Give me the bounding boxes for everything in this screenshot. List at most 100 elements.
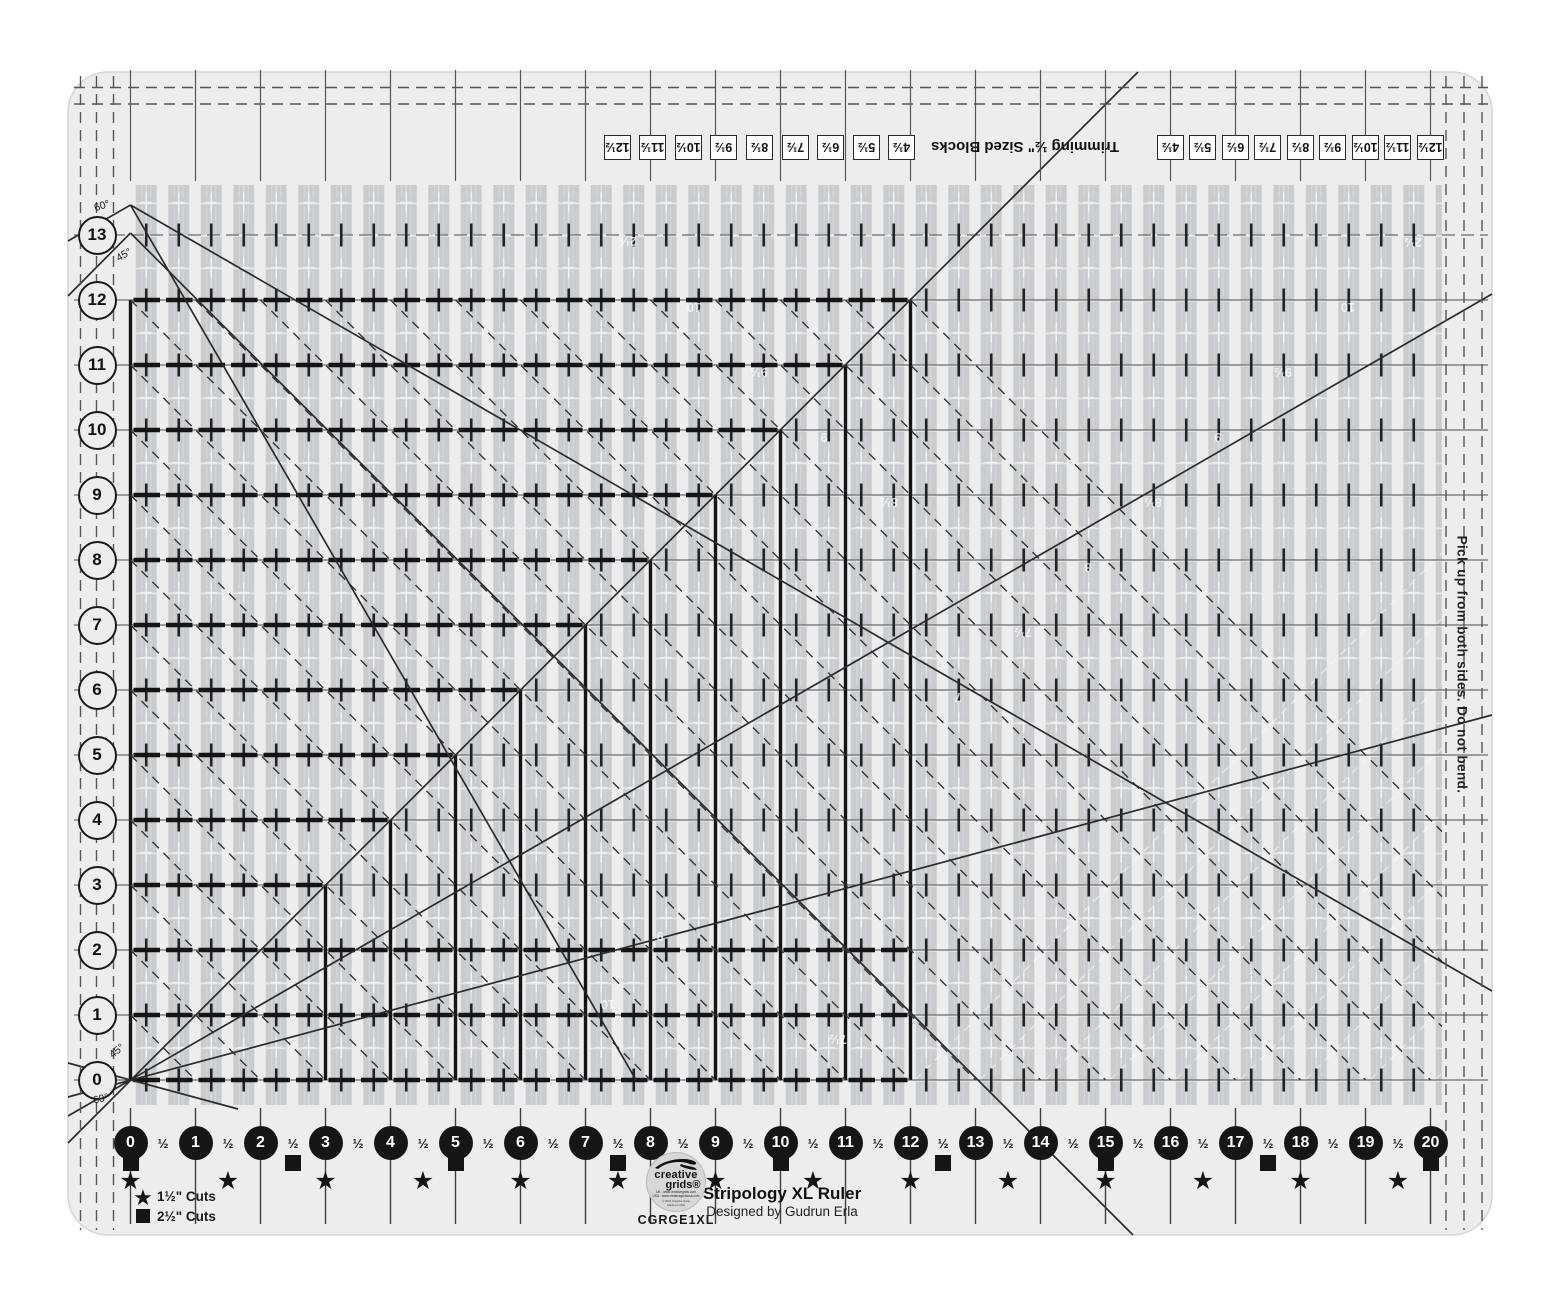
left-scale-number: 6 [77, 670, 117, 710]
trimming-note: Trimming ½" Sized Blocks [931, 138, 1119, 155]
left-scale-number: 1 [77, 995, 117, 1035]
star-marker-icon: ★ [1289, 1167, 1312, 1195]
bottom-scale-number: 20 [1413, 1126, 1448, 1160]
watermark-label: 9 [1214, 430, 1222, 445]
left-scale-number: 2 [77, 930, 117, 970]
star-marker-icon: ★ [314, 1167, 337, 1195]
left-scale-number: 0 [77, 1060, 117, 1100]
brand-name-grids: grids® [665, 1179, 701, 1191]
square-marker-icon [285, 1155, 301, 1171]
star-marker-icon: ★ [606, 1167, 630, 1195]
watermark-label: 8½ [879, 495, 899, 510]
half-tick-label: ½ [352, 1136, 364, 1151]
watermark-label: 9½ [1273, 365, 1293, 380]
brand-url: USA - www.creativegridsusa.com [652, 1194, 700, 1198]
square-marker-icon [610, 1155, 626, 1171]
star-marker-icon: ★ [1191, 1167, 1215, 1195]
legend-star-icon: ★ [133, 1185, 153, 1210]
angle-label-45-bottom: 45° [107, 1041, 127, 1061]
bottom-scale-number: 16 [1153, 1126, 1188, 1160]
left-scale-number: 7 [77, 605, 117, 645]
bottom-scale-number: 0 [113, 1126, 148, 1160]
bottom-scale-number: 13 [958, 1126, 993, 1160]
half-tick-label: ½ [157, 1136, 169, 1151]
star-marker-icon: ★ [704, 1167, 727, 1195]
side-note: Pick up from both sides. Do not bend. [1454, 535, 1470, 794]
half-tick-label: ½ [872, 1136, 884, 1151]
watermark-label: 7 [954, 690, 962, 705]
half-tick-label: ½ [287, 1136, 299, 1151]
bottom-scale-number: 1 [178, 1126, 213, 1160]
legend-square-label: 2½" Cuts [157, 1209, 216, 1224]
top-box-label: 10½ [1351, 134, 1379, 160]
star-marker-icon: ★ [411, 1167, 435, 1195]
bottom-scale-number: 15 [1088, 1126, 1123, 1160]
angle-label-60-top: 60° [92, 197, 112, 215]
left-scale-number: 5 [77, 735, 117, 775]
bottom-scale-number: 5 [438, 1126, 473, 1160]
star-marker-icon: ★ [996, 1167, 1020, 1195]
square-marker-icon [935, 1155, 951, 1171]
watermark-label: 7½ [1013, 625, 1033, 640]
left-scale-number: 10 [77, 410, 117, 450]
watermark-label: 8 [1084, 560, 1092, 575]
top-box-label: 4½ [1156, 134, 1184, 160]
legend-star-label: 1½" Cuts [157, 1189, 216, 1204]
top-inch-lines [129, 70, 1432, 181]
half-tick-label: ½ [1262, 1136, 1274, 1151]
brand-swoosh-icon [655, 1159, 697, 1170]
top-box-label: 6½ [817, 134, 845, 160]
watermark-label: 10 [686, 300, 702, 315]
star-marker-icon: ★ [119, 1167, 142, 1195]
half-tick-label: ½ [937, 1136, 949, 1151]
left-scale-number: 3 [77, 865, 117, 905]
watermark-label: 2½ [1403, 235, 1423, 250]
top-box-label: 8½ [745, 134, 773, 160]
star-marker-icon: ★ [509, 1167, 532, 1195]
half-tick-label: ½ [1067, 1136, 1079, 1151]
top-box-label: 9½ [1319, 134, 1346, 160]
bottom-scale-number: 19 [1348, 1126, 1383, 1160]
star-marker-icon: ★ [216, 1167, 240, 1195]
square-marker-icon [447, 1155, 464, 1171]
star-marker-icon: ★ [1386, 1167, 1410, 1195]
top-box-label: 6½ [1221, 134, 1249, 160]
watermark-label: 2½ [618, 234, 638, 249]
product-title: Stripology XL Ruler [702, 1184, 862, 1203]
half-tick-label: ½ [417, 1136, 429, 1151]
half-tick-label: ½ [612, 1136, 624, 1151]
watermark-label: 9 [656, 929, 664, 944]
star-marker-icon: ★ [1094, 1167, 1117, 1195]
bottom-scale-number: 3 [308, 1126, 343, 1160]
watermark-label: 10 [600, 997, 616, 1012]
top-box-label: 4½ [888, 134, 916, 160]
half-tick-label: ½ [807, 1136, 819, 1151]
left-scale-number: 8 [77, 540, 117, 580]
sku-label: CGRGE1XL [637, 1213, 715, 1227]
left-scale-number: 9 [77, 475, 117, 515]
bottom-scale-number: 18 [1283, 1126, 1318, 1160]
bottom-scale-number: 11 [828, 1126, 863, 1160]
top-box-label: 10½ [674, 134, 702, 160]
brand-copyright: © 2016 Creative Grids [662, 1199, 690, 1203]
bottom-scale-number: 10 [763, 1126, 798, 1160]
dashed-45-diagonals [130, 299, 1443, 1081]
left-scale-number: 4 [77, 800, 117, 840]
watermark-label: 7½ [828, 1032, 848, 1047]
square-marker-icon [122, 1155, 139, 1171]
faint-diagonals [914, 552, 1443, 1081]
brand-url: UK - www.creativegrids.com [656, 1190, 696, 1194]
watermark-label: 8½ [1143, 495, 1163, 510]
half-tick-label: ½ [1002, 1136, 1014, 1151]
top-box-label: 12½ [603, 134, 631, 160]
brand-logo: creative grids® UK - www.creativegrids.com… [646, 1152, 706, 1212]
half-tick-label: ½ [1132, 1136, 1144, 1151]
square-marker-icon [772, 1155, 789, 1171]
bottom-scale-number: 4 [373, 1126, 408, 1160]
square-marker-icon [1422, 1155, 1439, 1171]
half-tick-label: ½ [547, 1136, 559, 1151]
bottom-scale-number: 7 [568, 1126, 603, 1160]
bottom-scale-number: 9 [698, 1126, 733, 1160]
